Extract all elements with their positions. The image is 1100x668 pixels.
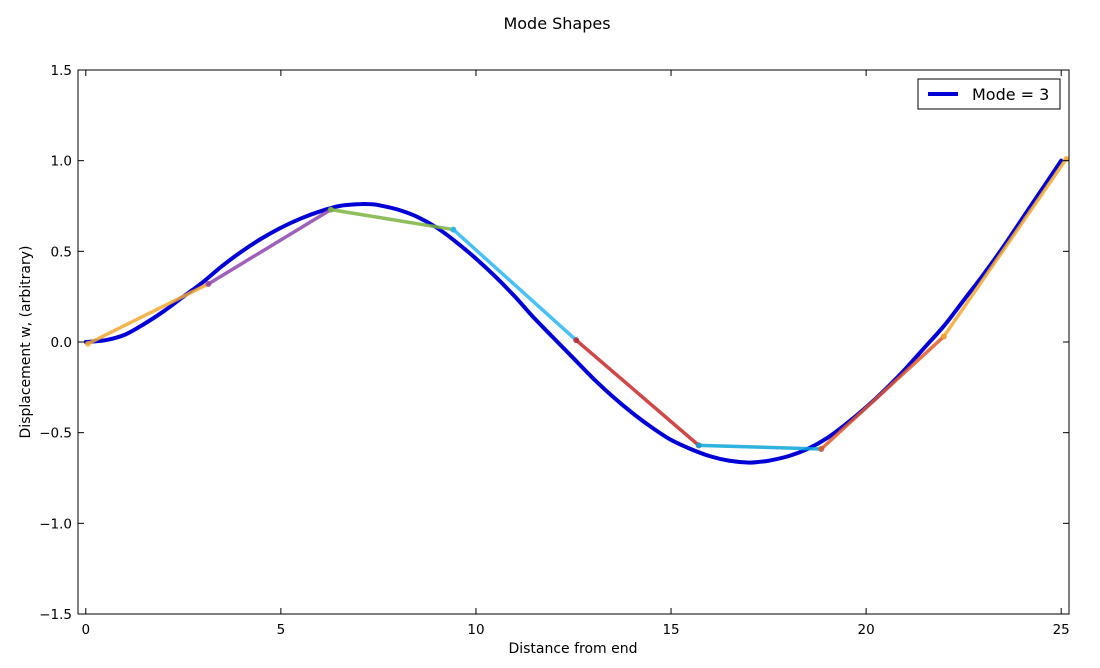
segment-line-8 (942, 157, 1069, 339)
y-ticks: 1.5 1.0 0.5 0.0 −0.5 −1.0 −1.5 (39, 63, 1069, 623)
segment-7-point-1 (818, 445, 825, 452)
segment-1-point-1 (84, 340, 91, 347)
segment-line-6 (696, 443, 823, 451)
legend: Mode = 3 (917, 78, 1061, 110)
chart-title: Mode Shapes (503, 14, 610, 33)
segment-5-point-1 (573, 337, 580, 344)
x-tick-label: 20 (858, 622, 875, 638)
y-tick-label: 1.5 (51, 63, 72, 79)
x-tick-label: 5 (277, 622, 286, 638)
y-axis-label: Displacement w, (arbitrary) (18, 246, 34, 439)
y-tick-label: −0.5 (39, 426, 72, 442)
segment-line-4 (451, 227, 578, 342)
y-tick-label: −1.5 (39, 607, 72, 623)
x-ticks: 0 5 10 15 20 25 (82, 70, 1070, 638)
y-tick-label: 0.5 (51, 244, 72, 260)
x-axis-label: Distance from end (508, 641, 637, 657)
y-tick-label: 1.0 (51, 154, 72, 170)
x-tick-label: 15 (662, 622, 679, 638)
segment-line-1 (86, 282, 211, 346)
plot-lines (83, 155, 1069, 465)
x-tick-label: 10 (467, 622, 484, 638)
segment-3-point-1 (327, 206, 334, 213)
segment-line-7 (819, 334, 946, 451)
segment-4-point-1 (450, 226, 457, 233)
series-line-mode-3 (83, 158, 1064, 465)
y-tick-label: −1.0 (39, 516, 72, 532)
segment-8-point-1 (940, 333, 947, 340)
x-tick-label: 25 (1053, 622, 1070, 638)
x-tick-label: 0 (82, 622, 91, 638)
segment-line-5 (574, 338, 701, 448)
legend-label: Mode = 3 (972, 85, 1049, 104)
segment-6-point-1 (695, 442, 702, 449)
segment-line-2 (206, 207, 333, 286)
y-tick-label: 0.0 (51, 335, 72, 351)
segment-2-point-1 (205, 280, 212, 287)
plot-frame (77, 69, 1070, 615)
segment-line-3 (329, 207, 456, 232)
